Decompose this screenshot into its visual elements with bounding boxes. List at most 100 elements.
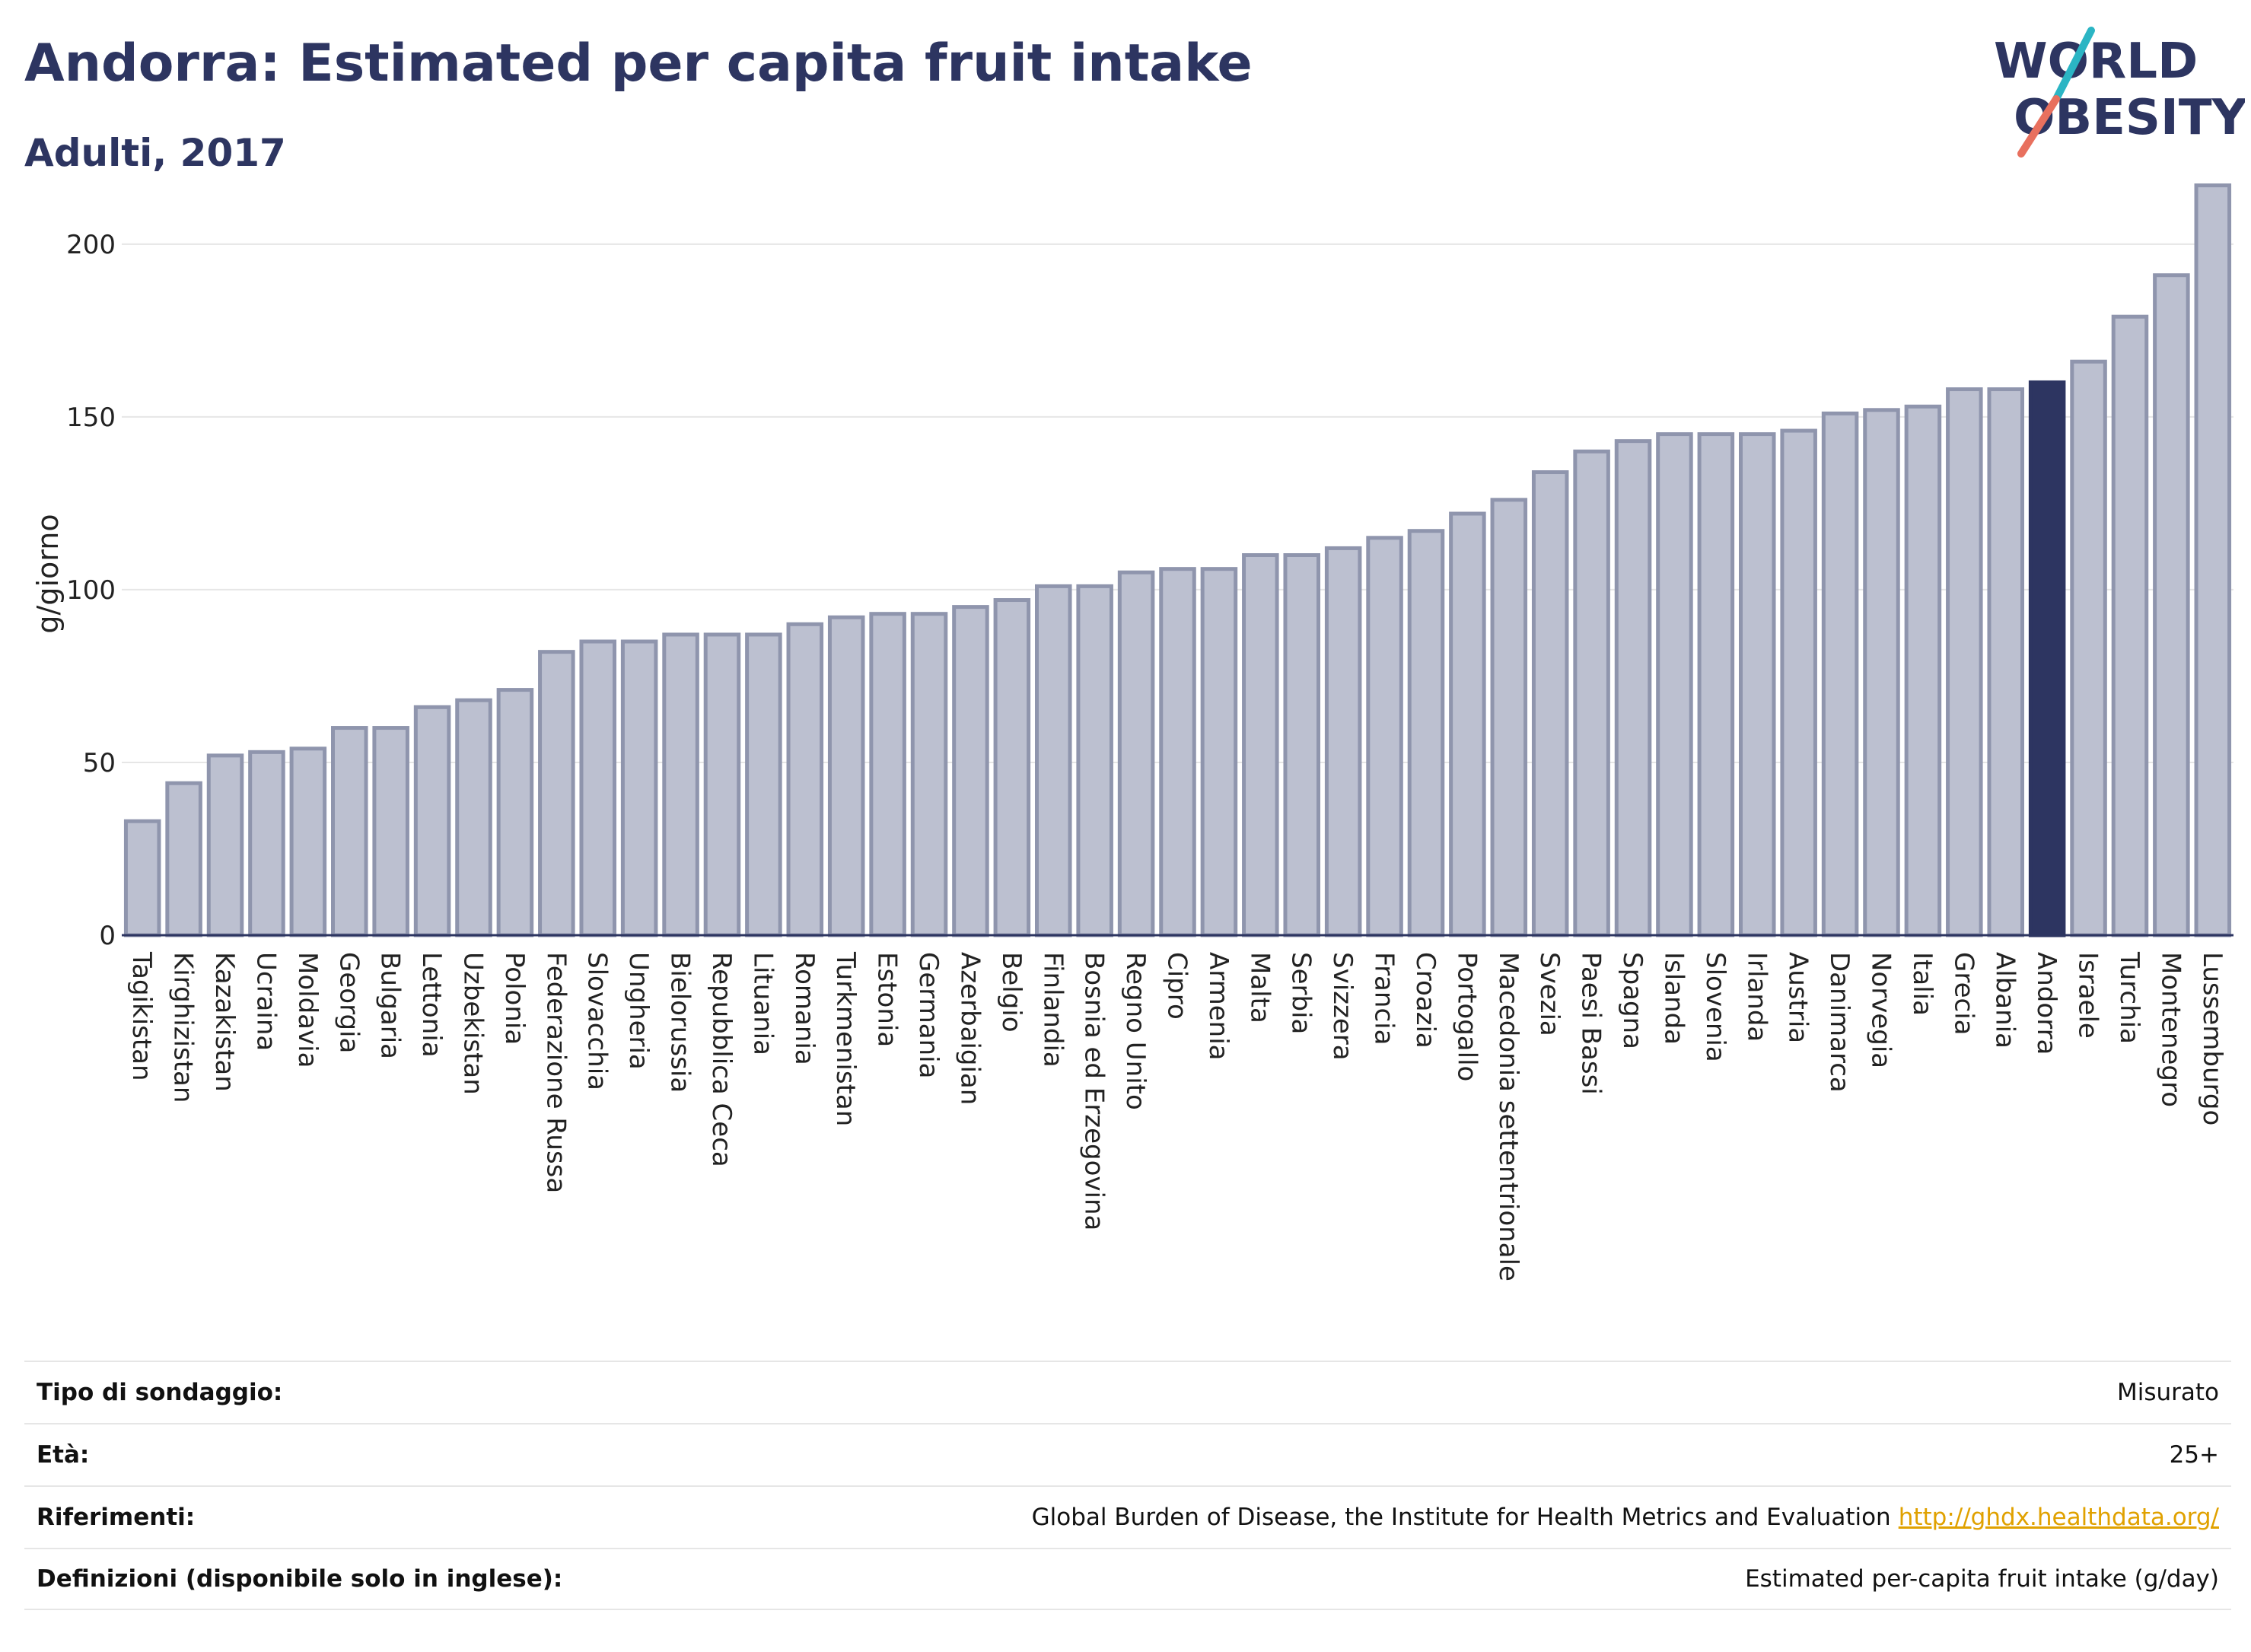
bar [1821, 411, 1859, 937]
bar [1863, 408, 1900, 937]
x-tick-label: Norvegia [1866, 952, 1896, 1068]
info-value: Global Burden of Disease, the Institute … [1031, 1504, 1891, 1531]
bar [1117, 570, 1155, 937]
x-axis-labels: Tagikistan Kirghizistan Kazakistan Ucraina M… [126, 951, 2227, 1281]
bar [2194, 183, 2232, 937]
x-tick-label: Georgia [333, 952, 364, 1053]
page-subtitle: Adulti, 2017 [24, 131, 286, 175]
x-tick-label: Slovacchia [582, 952, 613, 1090]
bar [248, 750, 285, 937]
x-tick-label: Bulgaria [375, 952, 406, 1059]
bar [745, 632, 782, 937]
info-key: Riferimenti: [37, 1504, 196, 1531]
x-tick-label: Estonia [872, 952, 903, 1047]
page-title: Andorra: Estimated per capita fruit inta… [24, 33, 1253, 94]
x-tick-label: Grecia [1948, 952, 1979, 1035]
bar [869, 612, 906, 937]
y-tick-label: 200 [66, 230, 116, 260]
bar [413, 705, 451, 937]
bar [786, 622, 824, 937]
info-table: Tipo di sondaggio: Misurato Età: 25+ Rif… [24, 1361, 2231, 1610]
x-tick-label: Svezia [1534, 952, 1565, 1036]
bar [1739, 432, 1776, 937]
x-tick-label: Federazione Russa [540, 952, 571, 1193]
info-value: 25+ [2169, 1441, 2219, 1469]
bars [123, 183, 2232, 937]
x-tick-label: Polonia [499, 952, 530, 1045]
bar [1904, 404, 1942, 937]
bar [662, 632, 699, 937]
x-tick-label: Ucraina [250, 952, 281, 1051]
bar-chart: 0 50 100 150 200 Tagikistan Kirghizistan Kazak… [31, 183, 2233, 1281]
x-tick-label: Lituania [747, 952, 778, 1055]
x-tick-label: Finlandia [1037, 952, 1068, 1068]
bar-highlight [2028, 380, 2066, 937]
x-tick-label: Slovenia [1700, 952, 1730, 1062]
x-tick-label: Portogallo [1451, 952, 1482, 1081]
bar [1573, 449, 1610, 937]
bar [1407, 529, 1445, 937]
x-tick-label: Ungheria [623, 952, 654, 1070]
info-value: Misurato [2116, 1379, 2219, 1406]
bar [1200, 567, 1238, 937]
x-tick-label: Croazia [1410, 952, 1441, 1049]
x-tick-label: Germania [913, 952, 944, 1078]
x-tick-label: Turkmenistan [830, 951, 861, 1126]
x-tick-label: Turchia [2114, 951, 2144, 1044]
x-tick-label: Spagna [1617, 952, 1648, 1049]
bar [1946, 387, 1983, 937]
bar [123, 819, 161, 937]
info-key: Età: [37, 1441, 90, 1469]
bar [993, 598, 1031, 937]
info-key: Definizioni (disponibile solo in inglese… [37, 1565, 563, 1593]
x-tick-label: Italia [1907, 952, 1937, 1016]
x-tick-label: Belgio [996, 952, 1027, 1033]
bar [165, 781, 202, 937]
bar [372, 726, 409, 937]
bar [1614, 439, 1652, 937]
y-tick-label: 100 [66, 575, 116, 606]
reference-link[interactable]: http://ghdx.healthdata.org/ [1898, 1504, 2219, 1531]
bar [1159, 567, 1196, 937]
bar [827, 615, 865, 937]
y-tick-label: 50 [83, 748, 116, 778]
bar [579, 639, 616, 937]
x-tick-label: Paesi Bassi [1576, 952, 1606, 1095]
x-tick-label: Kazakistan [209, 952, 240, 1092]
x-tick-label: Danimarca [1824, 952, 1855, 1093]
x-tick-label: Moldavia [292, 952, 323, 1068]
bar [206, 753, 244, 937]
info-value-wrapper: Global Burden of Disease, the Institute … [1032, 1504, 2219, 1531]
bar [496, 688, 534, 937]
bar [2153, 273, 2190, 937]
bar [1656, 432, 1693, 937]
bar [1076, 584, 1113, 937]
x-tick-label: Israele [2073, 952, 2103, 1039]
bar [620, 639, 658, 937]
x-tick-label: Regno Unito [1120, 952, 1151, 1110]
info-row-definitions: Definizioni (disponibile solo in inglese… [24, 1548, 2231, 1610]
x-tick-label: Cipro [1162, 952, 1192, 1020]
x-tick-label: Tagikistan [126, 951, 157, 1081]
x-tick-label: Lettonia [416, 952, 447, 1058]
x-tick-label: Kirghizistan [168, 952, 199, 1103]
bar [952, 605, 989, 937]
logo-slash-top [2052, 27, 2095, 103]
logo-line-1: WORLD [1994, 33, 2198, 90]
x-tick-label: Bielorussia [665, 952, 696, 1093]
y-tick-label: 150 [66, 403, 116, 433]
x-tick-label: Macedonia settentrionale [1493, 952, 1523, 1281]
bar [703, 632, 741, 937]
x-tick-label: Montenegro [2155, 952, 2186, 1107]
bar [2070, 359, 2107, 937]
bar [1366, 536, 1403, 937]
bar [331, 726, 368, 937]
x-tick-label: Islanda [1658, 952, 1689, 1045]
bar [455, 698, 492, 937]
x-tick-label: Azerbaigian [954, 952, 985, 1105]
x-tick-label: Repubblica Ceca [706, 952, 737, 1167]
bar [289, 746, 327, 937]
x-tick-label: Bosnia ed Erzegovina [1079, 952, 1110, 1230]
bar [538, 650, 575, 937]
x-tick-label: Malta [1244, 952, 1275, 1023]
